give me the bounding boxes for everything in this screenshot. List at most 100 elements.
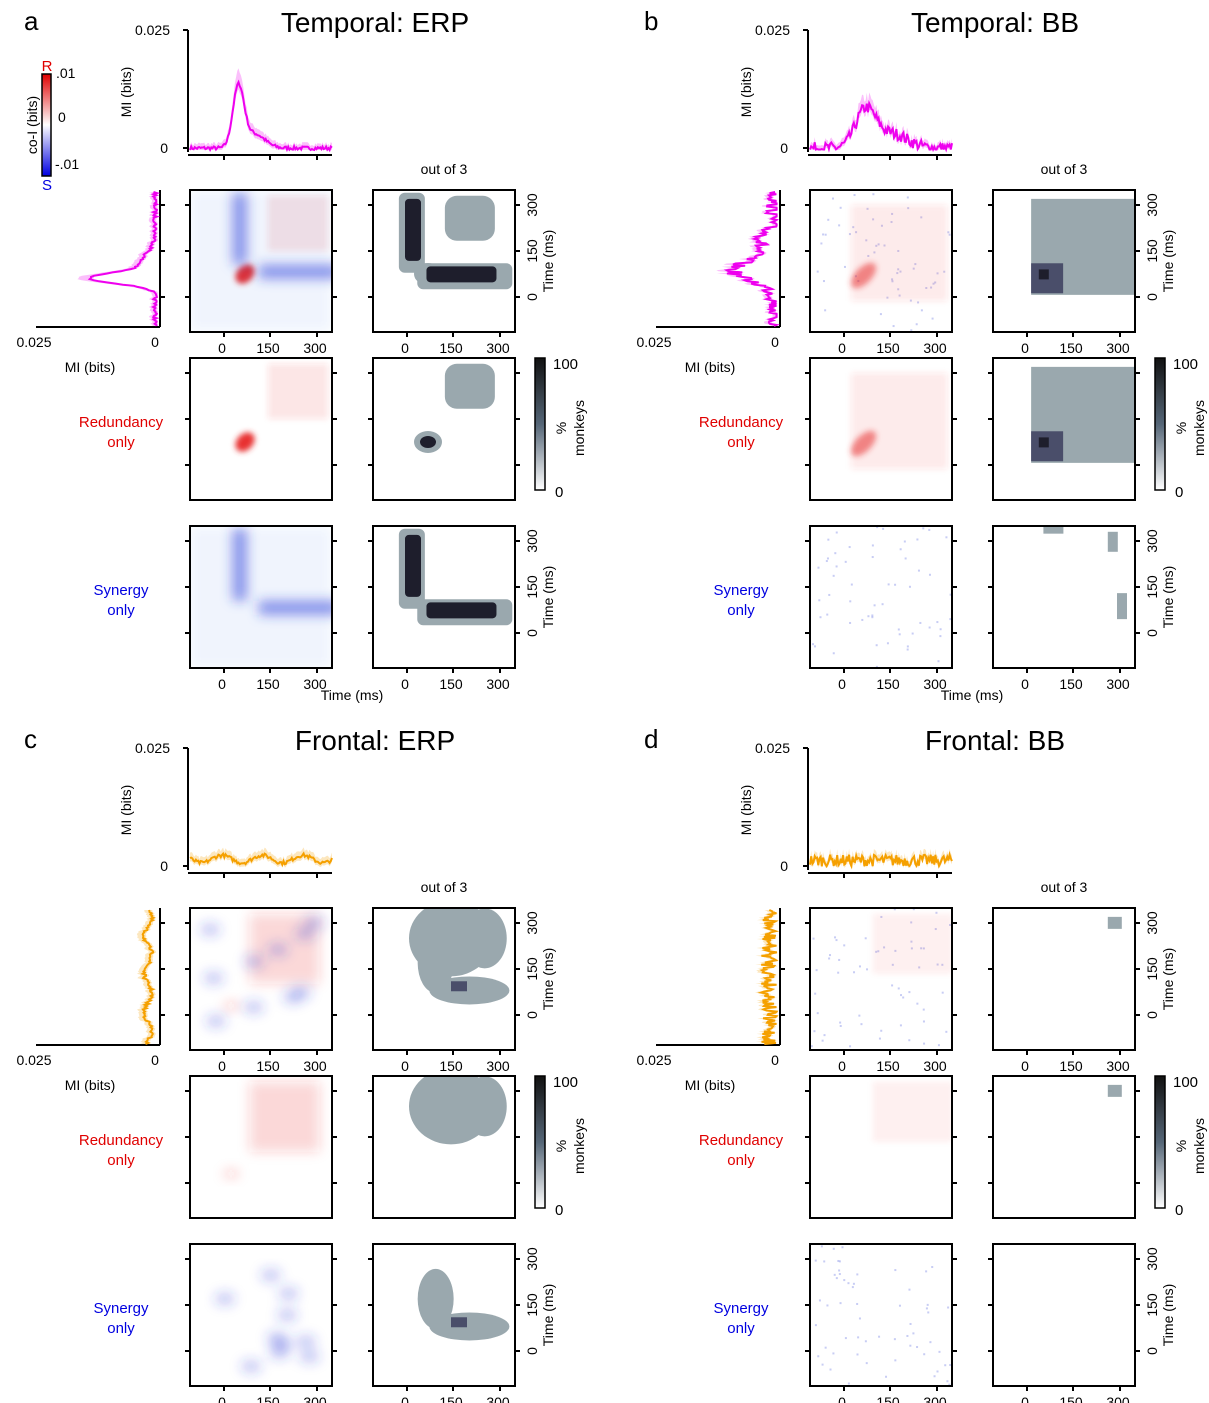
mi-top-ci <box>190 68 332 150</box>
sig-region <box>405 534 421 597</box>
redundancy-label: Redundancy <box>699 1132 784 1149</box>
mi-left-line <box>140 909 156 1045</box>
significance-xtick-label: 0 <box>401 676 409 692</box>
mi-left-xlabel: MI (bits) <box>685 359 736 375</box>
time-ylabel: Time (ms) <box>1160 948 1176 1010</box>
mi-top-ytick-label: 0 <box>160 140 168 156</box>
out-of-label: out of 3 <box>421 879 468 895</box>
coi-heatmap-red <box>185 1075 337 1219</box>
mi-left-xlabel: MI (bits) <box>65 359 116 375</box>
heatmap-content <box>810 908 952 1050</box>
heatmap-frame <box>809 525 953 669</box>
redundancy-label: only <box>107 1152 135 1169</box>
time-xlabel: Time (ms) <box>941 687 1003 703</box>
significance-xtick-label: 150 <box>439 340 463 356</box>
sig-region <box>444 195 495 241</box>
time-ytick-label: 0 <box>1144 293 1160 301</box>
mi-top-line <box>189 851 333 868</box>
significance-xtick-label: 150 <box>1059 676 1083 692</box>
mi-top-ytick-label: 0.025 <box>135 740 170 756</box>
heatmap-xtick-label: 300 <box>923 340 947 356</box>
significance-content <box>417 1268 510 1341</box>
significance-map-syn <box>988 525 1140 669</box>
redundancy-blob <box>850 205 948 301</box>
monkeys-colorbar-tick: 0 <box>555 484 563 501</box>
heatmap-content <box>190 358 332 500</box>
heatmap-content <box>190 1076 332 1218</box>
panel-title: Frontal: BB <box>925 725 1065 756</box>
panel-b: b Temporal: BB 0.025 0 MI (bits) 0.025 0 MI (bi… <box>636 6 1207 703</box>
time-ytick-label: 150 <box>1144 239 1160 263</box>
redundancy-label: Redundancy <box>699 414 784 431</box>
time-ytick-label: 300 <box>1144 529 1160 553</box>
heatmap-content <box>810 1076 952 1218</box>
heatmap-frame <box>809 357 953 501</box>
time-ytick-label: 0 <box>524 293 540 301</box>
time-ylabel: Time (ms) <box>540 1284 556 1346</box>
heatmap-xtick-label: 150 <box>256 1394 280 1403</box>
significance-xtick-label: 150 <box>439 1058 463 1074</box>
time-ylabel: Time (ms) <box>1160 230 1176 292</box>
significance-map-all <box>988 907 1140 1051</box>
monkeys-colorbar-tick: 100 <box>1173 356 1198 373</box>
coi-heatmap-red <box>805 357 957 501</box>
significance-map-syn <box>988 1243 1140 1387</box>
coi-colorbar-bar <box>41 73 52 177</box>
coi-colorbar: R S .01 0 -.01 co-I (bits) <box>24 58 79 194</box>
significance-xtick-label: 150 <box>439 1394 463 1403</box>
coi-heatmap-syn <box>185 525 337 669</box>
heatmap-bg <box>810 526 952 668</box>
monkeys-colorbar-mid: % <box>1173 422 1189 434</box>
significance-xtick-label: 0 <box>401 1058 409 1074</box>
monkeys-colorbar-tick: 100 <box>1173 1074 1198 1091</box>
coi-heatmap-red <box>805 1075 957 1219</box>
sig-region <box>405 198 421 261</box>
sig-region <box>426 266 497 283</box>
significance-map-all <box>368 189 520 333</box>
mi-top-ytick-label: 0.025 <box>755 22 790 38</box>
panel-title: Frontal: ERP <box>295 725 455 756</box>
significance-content <box>1107 1084 1122 1097</box>
time-ytick-label: 150 <box>524 239 540 263</box>
significance-map-syn <box>368 525 520 669</box>
sig-region <box>417 932 454 993</box>
mi-top-ytick-label: 0 <box>160 858 168 874</box>
coi-colorbar-tick-top: .01 <box>56 65 76 81</box>
mi-top-ylabel: MI (bits) <box>118 67 134 118</box>
mi-left-xtick-label: 0.025 <box>16 334 51 350</box>
sig-region <box>462 1076 507 1137</box>
heatmap-frame <box>189 357 333 501</box>
significance-map-syn <box>368 1243 520 1387</box>
coi-heatmap-syn <box>185 1243 337 1387</box>
coi-heatmap-all <box>185 189 337 333</box>
monkeys-colorbar: 100 0% monkeys <box>534 356 587 501</box>
time-ytick-label: 0 <box>1144 1347 1160 1355</box>
significance-frame <box>372 1243 516 1387</box>
heatmap-content <box>810 358 952 500</box>
heatmap-content <box>810 526 952 668</box>
significance-xtick-label: 300 <box>1106 340 1130 356</box>
time-ytick-label: 0 <box>1144 629 1160 637</box>
coi-colorbar-tick-mid: 0 <box>58 109 66 125</box>
heatmap-xtick-label: 150 <box>256 1058 280 1074</box>
monkeys-colorbar-label: monkeys <box>571 400 587 456</box>
time-ytick-label: 0 <box>524 1011 540 1019</box>
heatmap-xtick-label: 0 <box>218 340 226 356</box>
time-ytick-label: 300 <box>1144 1247 1160 1271</box>
redundancy-blob <box>850 373 948 469</box>
monkeys-colorbar-tick: 0 <box>1175 1202 1183 1219</box>
significance-frame <box>992 1243 1136 1387</box>
sig-region <box>417 1268 454 1329</box>
significance-xtick-label: 0 <box>1021 1058 1029 1074</box>
monkeys-colorbar-bar <box>534 1075 546 1209</box>
sig-region <box>444 363 495 409</box>
significance-frame <box>992 357 1136 501</box>
time-ylabel: Time (ms) <box>540 948 556 1010</box>
significance-map-all <box>368 907 520 1051</box>
out-of-label: out of 3 <box>1041 161 1088 177</box>
panel-letter: c <box>24 724 37 754</box>
redundancy-label: Redundancy <box>79 414 164 431</box>
heatmap-frame <box>189 907 333 1051</box>
heatmap-xtick-label: 0 <box>838 340 846 356</box>
mi-left-ci <box>136 910 157 1044</box>
